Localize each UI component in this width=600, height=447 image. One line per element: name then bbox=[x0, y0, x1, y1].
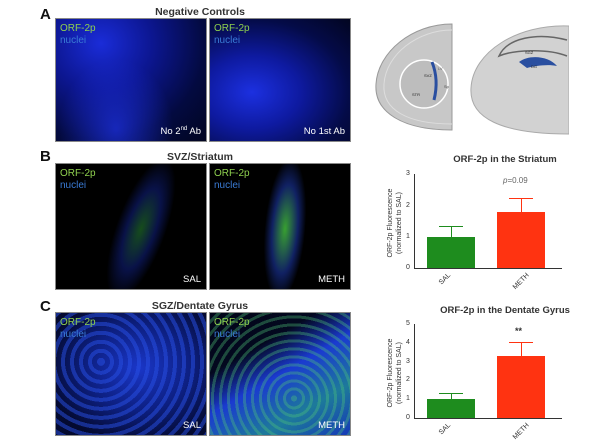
svg-text:SVZ: SVZ bbox=[424, 73, 432, 78]
nuclei-label: nuclei bbox=[214, 329, 241, 340]
stain-label: ORF-2p bbox=[60, 168, 96, 179]
svg-text:Sp: Sp bbox=[444, 84, 450, 89]
nuclei-label: nuclei bbox=[214, 180, 241, 191]
y-tick: 1 bbox=[406, 233, 410, 240]
error-bar-sal bbox=[451, 227, 452, 237]
svg-text:LV: LV bbox=[438, 66, 443, 71]
y-tick: 5 bbox=[406, 320, 410, 327]
stain-label: ORF-2p bbox=[214, 317, 250, 328]
error-bar-meth bbox=[521, 199, 522, 212]
condition-label: METH bbox=[318, 274, 345, 285]
y-axis bbox=[414, 174, 415, 268]
tissue-band bbox=[91, 164, 191, 289]
brain-atlas-striatum: STR SVZ LV Sp bbox=[372, 22, 458, 132]
nuclei-label: nuclei bbox=[60, 329, 87, 340]
condition-label: No 1st Ab bbox=[303, 126, 345, 137]
panel-letter-a: A bbox=[40, 6, 51, 23]
panel-a-title: Negative Controls bbox=[155, 6, 245, 18]
plot-area: ** bbox=[415, 324, 562, 418]
condition-label: METH bbox=[318, 420, 345, 431]
svg-text:SGZ: SGZ bbox=[525, 50, 534, 55]
significance-annotation: ** bbox=[515, 326, 523, 336]
y-tick: 2 bbox=[406, 376, 410, 383]
chart-striatum: ORF-2p Fluorescence (normalized to SAL) 0… bbox=[370, 168, 600, 293]
stain-label: ORF-2p bbox=[60, 23, 96, 34]
panel-b-title: SVZ/Striatum bbox=[167, 151, 233, 163]
panel-letter-b: B bbox=[40, 148, 51, 165]
panel-c-title: SGZ/Dentate Gyrus bbox=[151, 300, 249, 312]
error-bar-sal bbox=[451, 394, 452, 399]
svg-text:STR: STR bbox=[412, 92, 420, 97]
error-cap bbox=[509, 342, 533, 343]
y-tick: 0 bbox=[406, 414, 410, 421]
chart-dg-title: ORF-2p in the Dentate Gyrus bbox=[440, 305, 570, 316]
svg-text:DG: DG bbox=[531, 64, 537, 69]
x-axis bbox=[414, 418, 562, 419]
micrograph-no-1st-ab: ORF-2p nuclei No 1st Ab bbox=[209, 18, 351, 142]
y-tick: 0 bbox=[406, 264, 410, 271]
micrograph-svz-meth: ORF-2p nuclei METH bbox=[209, 163, 351, 290]
error-cap bbox=[439, 393, 463, 394]
nuclei-texture bbox=[210, 313, 350, 435]
error-cap bbox=[439, 226, 463, 227]
y-tick: 4 bbox=[406, 339, 410, 346]
chart-striatum-title: ORF-2p in the Striatum bbox=[453, 154, 557, 165]
nuclei-label: nuclei bbox=[60, 180, 87, 191]
y-tick: 2 bbox=[406, 202, 410, 209]
micrograph-svz-sal: ORF-2p nuclei SAL bbox=[55, 163, 207, 290]
condition-label: No 2nd Ab bbox=[160, 125, 201, 137]
bar-meth bbox=[497, 356, 545, 418]
error-cap bbox=[509, 198, 533, 199]
y-axis bbox=[414, 324, 415, 418]
bar-sal bbox=[427, 399, 475, 418]
y-axis-label: ORF-2p Fluorescence (normalized to SAL) bbox=[387, 188, 403, 258]
stain-label: ORF-2p bbox=[214, 23, 250, 34]
y-tick: 3 bbox=[406, 358, 410, 365]
bar-meth bbox=[497, 212, 545, 268]
x-tick-sal: SAL bbox=[437, 422, 453, 437]
micrograph-dg-sal: ORF-2p nuclei SAL bbox=[55, 312, 207, 436]
plot-area: p=0.09 bbox=[415, 174, 562, 268]
condition-label: SAL bbox=[183, 274, 201, 285]
x-axis bbox=[414, 268, 562, 269]
brain-atlas-hippocampus: SGZ DG bbox=[467, 22, 570, 136]
micrograph-no-2nd-ab: ORF-2p nuclei No 2nd Ab bbox=[55, 18, 207, 142]
nuclei-texture bbox=[56, 313, 206, 435]
panel-letter-c: C bbox=[40, 298, 51, 315]
stain-label: ORF-2p bbox=[60, 317, 96, 328]
error-bar-meth bbox=[521, 343, 522, 356]
y-tick: 3 bbox=[406, 170, 410, 177]
y-tick: 1 bbox=[406, 395, 410, 402]
nuclei-label: nuclei bbox=[60, 35, 87, 46]
x-tick-sal: SAL bbox=[437, 272, 453, 287]
condition-label: SAL bbox=[183, 420, 201, 431]
micrograph-dg-meth: ORF-2p nuclei METH bbox=[209, 312, 351, 436]
tissue-band bbox=[258, 164, 312, 289]
x-tick-meth: METH bbox=[511, 422, 531, 441]
x-tick-meth: METH bbox=[511, 272, 531, 291]
nuclei-label: nuclei bbox=[214, 35, 241, 46]
bar-sal bbox=[427, 237, 475, 268]
stain-label: ORF-2p bbox=[214, 168, 250, 179]
y-axis-label: ORF-2p Fluorescence (normalized to SAL) bbox=[387, 338, 403, 408]
p-value-annotation: p=0.09 bbox=[503, 176, 528, 185]
chart-dentate-gyrus: ORF-2p Fluorescence (normalized to SAL) 0… bbox=[370, 318, 600, 443]
nuclei-texture bbox=[56, 19, 206, 141]
